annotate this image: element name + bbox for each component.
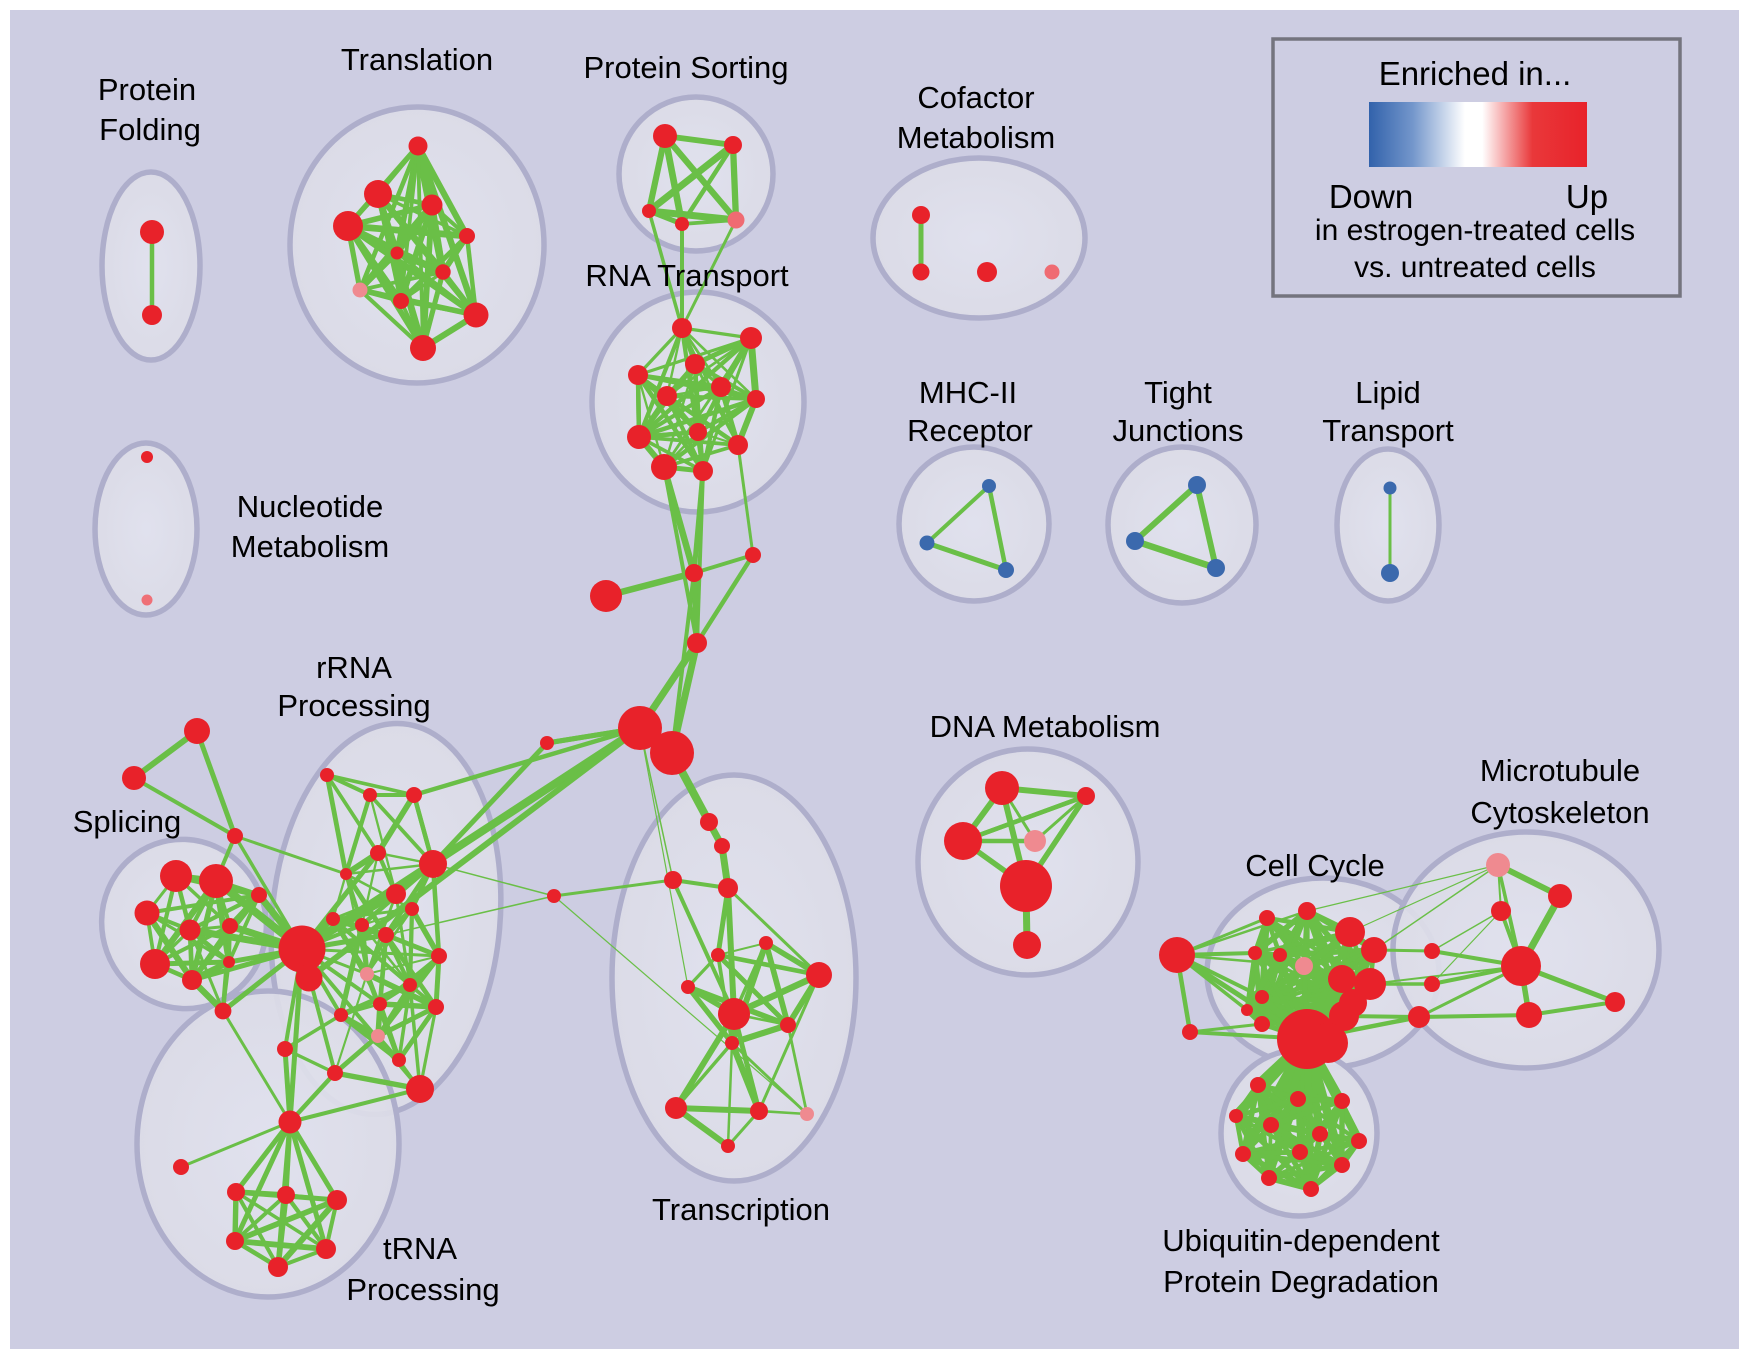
svg-text:Up: Up [1566, 178, 1608, 215]
svg-text:Down: Down [1329, 178, 1413, 215]
svg-text:vs. untreated cells: vs. untreated cells [1354, 251, 1596, 284]
svg-text:Protein Degradation: Protein Degradation [1163, 1264, 1439, 1299]
svg-text:Cell Cycle: Cell Cycle [1245, 848, 1385, 883]
svg-text:Cofactor: Cofactor [917, 80, 1034, 115]
svg-text:in estrogen-treated cells: in estrogen-treated cells [1315, 214, 1635, 247]
svg-text:Splicing: Splicing [73, 804, 182, 839]
svg-text:tRNA: tRNA [383, 1231, 457, 1266]
svg-text:Folding: Folding [99, 112, 201, 147]
svg-text:Cytoskeleton: Cytoskeleton [1470, 795, 1649, 830]
svg-text:Tight: Tight [1144, 375, 1212, 410]
svg-text:Transport: Transport [1322, 413, 1454, 448]
svg-text:Nucleotide: Nucleotide [237, 489, 383, 524]
svg-text:DNA Metabolism: DNA Metabolism [930, 709, 1161, 744]
svg-text:Transcription: Transcription [652, 1192, 830, 1227]
svg-text:Protein: Protein [98, 72, 196, 107]
svg-text:Lipid: Lipid [1355, 375, 1421, 410]
svg-text:Processing: Processing [277, 688, 430, 723]
svg-text:Protein Sorting: Protein Sorting [583, 50, 788, 85]
svg-text:Receptor: Receptor [907, 413, 1033, 448]
svg-text:Microtubule: Microtubule [1480, 753, 1640, 788]
svg-text:Translation: Translation [341, 42, 493, 77]
svg-text:Junctions: Junctions [1113, 413, 1244, 448]
svg-text:Processing: Processing [346, 1272, 499, 1307]
svg-text:MHC-II: MHC-II [919, 375, 1017, 410]
svg-text:Enriched in...: Enriched in... [1379, 55, 1572, 92]
svg-text:RNA Transport: RNA Transport [585, 258, 789, 293]
svg-text:Ubiquitin-dependent: Ubiquitin-dependent [1162, 1223, 1440, 1258]
svg-text:Metabolism: Metabolism [897, 120, 1056, 155]
svg-text:rRNA: rRNA [316, 650, 392, 685]
svg-text:Metabolism: Metabolism [231, 529, 390, 564]
